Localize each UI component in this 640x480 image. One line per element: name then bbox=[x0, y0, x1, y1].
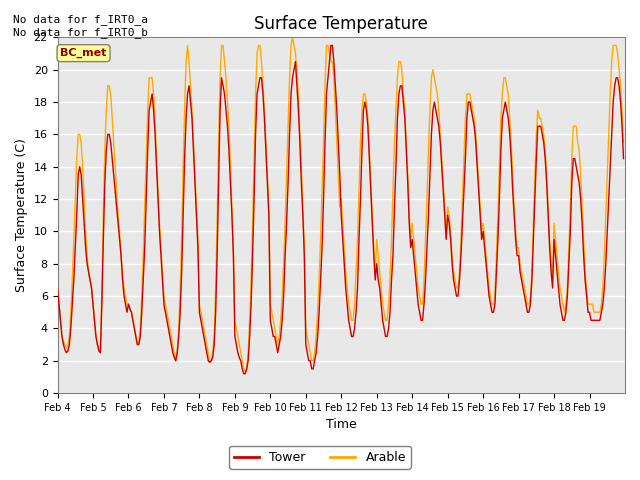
Text: No data for f_IRT0_a
No data for f_IRT0_b: No data for f_IRT0_a No data for f_IRT0_… bbox=[13, 14, 148, 38]
Text: BC_met: BC_met bbox=[60, 48, 107, 58]
Legend: Tower, Arable: Tower, Arable bbox=[229, 446, 411, 469]
Title: Surface Temperature: Surface Temperature bbox=[254, 15, 428, 33]
X-axis label: Time: Time bbox=[326, 419, 356, 432]
Y-axis label: Surface Temperature (C): Surface Temperature (C) bbox=[15, 138, 28, 292]
